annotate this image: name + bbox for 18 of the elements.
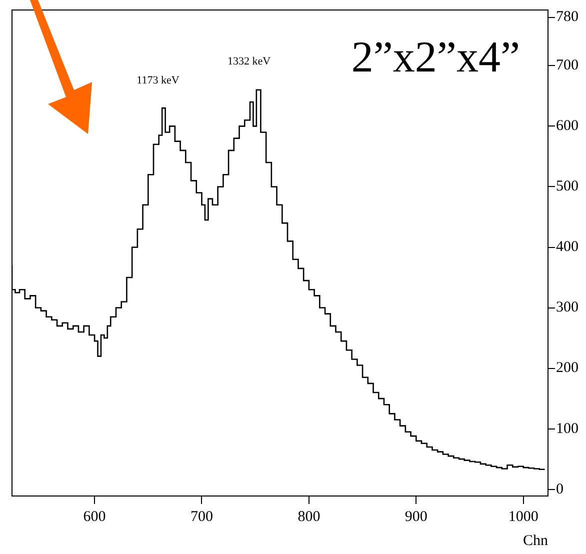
x-axis-title: Chn	[522, 532, 548, 549]
x-tick-label: 800	[298, 508, 320, 525]
y-tick-label: 300	[556, 300, 578, 316]
annotation: 1332 keV	[227, 55, 271, 68]
x-tick-label: 1000	[508, 508, 538, 525]
y-tick-label: 700	[556, 58, 578, 74]
x-tick-label: 600	[83, 508, 106, 525]
y-tick-label: 100	[556, 420, 578, 437]
y-tick-label: 0	[556, 481, 564, 498]
y-tick-label: 500	[556, 178, 578, 195]
y-tick-label: 780	[556, 9, 578, 26]
x-tick-label: 900	[404, 508, 428, 525]
y-tick-label: 200	[556, 360, 578, 376]
annotation: 1173 keV	[136, 74, 180, 86]
y-tick-label: 600	[556, 118, 578, 134]
y-tick-label: 400	[556, 239, 578, 256]
x-tick-label: 700	[190, 508, 213, 525]
annotation: 2”x2”x4”	[351, 32, 520, 82]
